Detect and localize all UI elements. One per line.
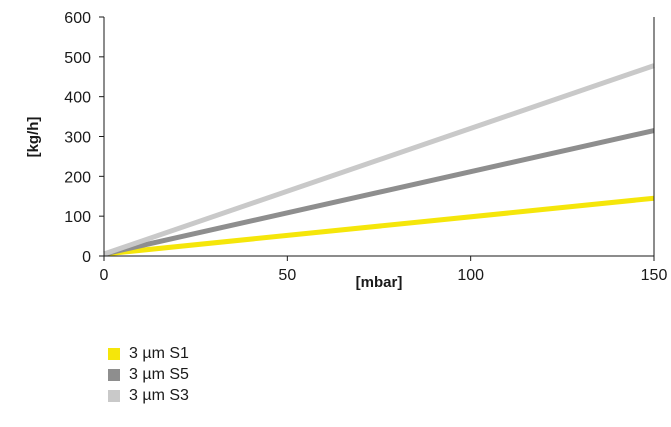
y-tick-label: 500	[64, 50, 91, 67]
legend-label: 3 µm S5	[129, 365, 189, 383]
y-tick-label: 0	[82, 249, 91, 266]
x-tick-label: 50	[278, 267, 296, 284]
legend-label: 3 µm S3	[129, 386, 189, 404]
y-tick-label: 600	[64, 10, 91, 27]
line-chart: 0 100 200 300 400 500 600 0 50 100 150 [mbar] [kg/…	[25, 10, 667, 291]
y-tick-label: 300	[64, 130, 91, 147]
legend-item: 3 µm S5	[108, 364, 189, 385]
legend-label: 3 µm S1	[129, 344, 189, 362]
x-tick-label: 0	[100, 267, 109, 284]
legend-item: 3 µm S3	[108, 385, 189, 406]
y-tick-label: 400	[64, 90, 91, 107]
y-tick-label: 200	[64, 169, 91, 186]
x-tick-label: 100	[457, 267, 484, 284]
series-line	[103, 128, 655, 257]
series-layer	[103, 63, 655, 257]
legend-item: 3 µm S1	[108, 343, 189, 364]
series-line	[103, 63, 655, 257]
x-tick-label: 150	[641, 267, 668, 284]
legend-swatch	[108, 347, 120, 360]
x-axis-title: [mbar]	[356, 274, 403, 291]
legend-swatch	[108, 368, 120, 381]
series-line	[103, 195, 655, 257]
y-tick-label: 100	[64, 209, 91, 226]
legend-swatch	[108, 389, 120, 402]
y-axis-title: [kg/h]	[25, 117, 42, 158]
ticks-layer: 0 100 200 300 400 500 600 0 50 100 150	[64, 10, 667, 284]
legend: 3 µm S1 3 µm S5 3 µm S3	[108, 343, 189, 406]
